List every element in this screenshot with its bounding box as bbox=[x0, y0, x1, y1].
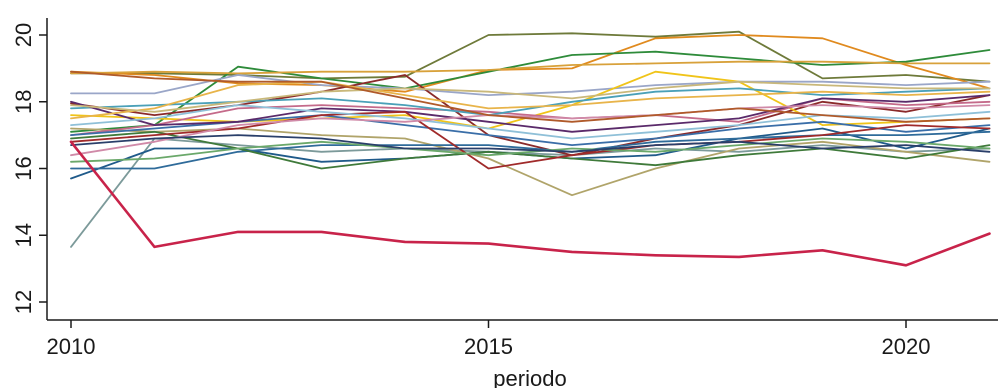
x-axis-title: periodo bbox=[493, 366, 566, 388]
series-layer bbox=[69, 30, 991, 267]
series-line-22 bbox=[70, 137, 991, 163]
y-tick-label-14: 14 bbox=[11, 223, 36, 247]
series-line-20 bbox=[70, 104, 991, 140]
series-line-2 bbox=[70, 137, 991, 248]
series-line-19 bbox=[70, 80, 991, 120]
series-line-1 bbox=[69, 140, 991, 267]
x-tick-label-2010: 2010 bbox=[47, 334, 96, 359]
series-line-5 bbox=[70, 49, 991, 133]
series-line-17 bbox=[70, 94, 991, 133]
x-tick-label-2020: 2020 bbox=[882, 334, 931, 359]
series-line-21 bbox=[70, 104, 991, 157]
series-line-24 bbox=[70, 80, 991, 113]
series-line-23 bbox=[70, 134, 991, 153]
series-line-13 bbox=[70, 87, 991, 116]
ticks-layer: 2010 2015 2020 12 14 16 18 20 bbox=[11, 23, 930, 359]
series-line-6 bbox=[70, 60, 991, 75]
series-line-16 bbox=[70, 130, 991, 170]
y-tick-label-12: 12 bbox=[11, 290, 36, 314]
series-line-3 bbox=[70, 30, 991, 83]
series-line-15 bbox=[70, 130, 991, 170]
y-tick-label-18: 18 bbox=[11, 90, 36, 114]
series-line-7 bbox=[70, 74, 991, 96]
y-tick-label-16: 16 bbox=[11, 156, 36, 180]
series-line-25 bbox=[70, 70, 991, 123]
y-tick-label-20: 20 bbox=[11, 23, 36, 47]
x-tick-label-2015: 2015 bbox=[464, 334, 513, 359]
series-line-18 bbox=[70, 110, 991, 170]
